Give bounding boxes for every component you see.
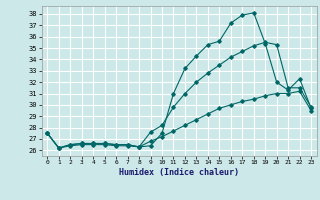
X-axis label: Humidex (Indice chaleur): Humidex (Indice chaleur) <box>119 168 239 177</box>
